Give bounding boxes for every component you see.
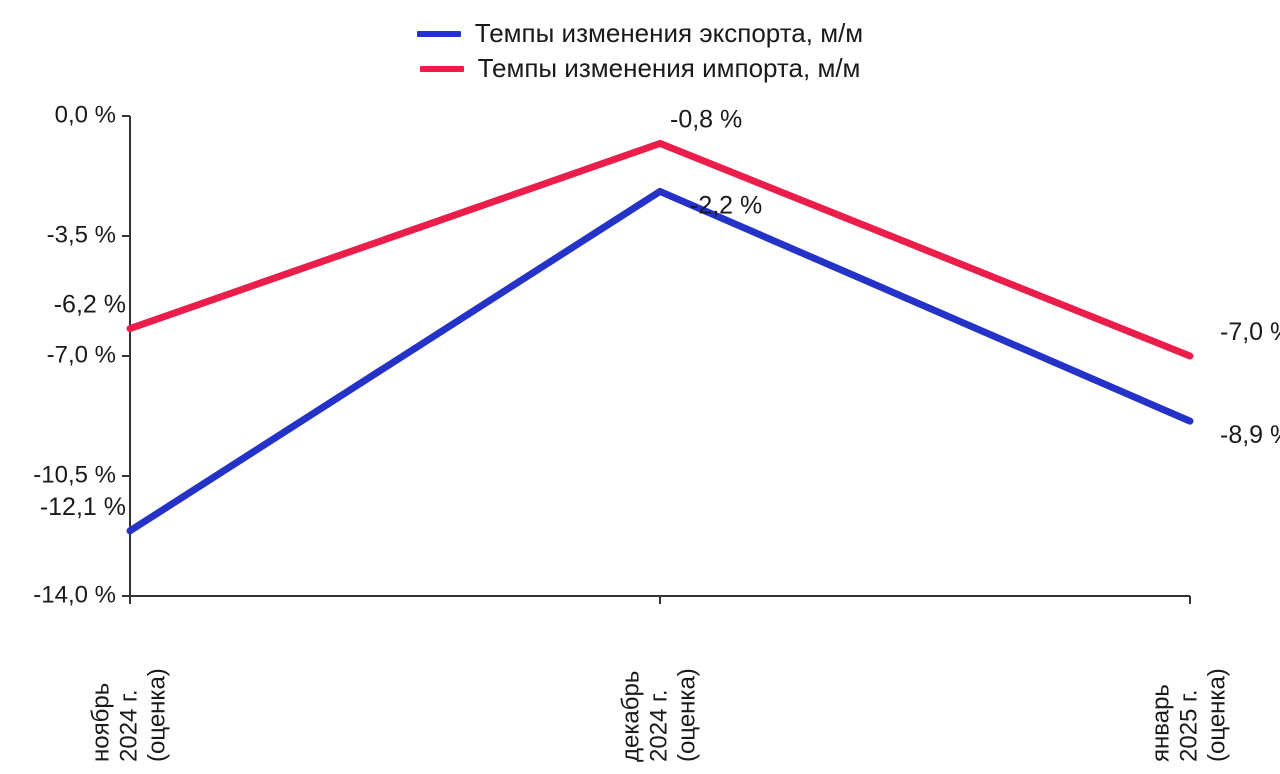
line-chart: 0,0 %-3,5 %-7,0 %-10,5 %-14,0 %ноябрь202… <box>0 0 1280 774</box>
x-tick-label-line: январь <box>1147 684 1174 762</box>
data-label-export: -12,1 % <box>40 493 126 521</box>
data-label-import: -6,2 % <box>54 291 126 319</box>
chart-container: Темпы изменения экспорта, м/м Темпы изме… <box>0 0 1280 774</box>
legend-label-import: Темпы изменения импорта, м/м <box>478 53 861 84</box>
x-tick-label-group: декабрь2024 г.(оценка) <box>617 668 700 762</box>
series-line-import <box>130 143 1190 356</box>
x-tick-label-line: (оценка) <box>1203 668 1230 762</box>
x-tick-label-line: (оценка) <box>143 668 170 762</box>
legend-label-export: Темпы изменения экспорта, м/м <box>475 18 863 49</box>
x-tick-label-line: декабрь <box>617 671 644 762</box>
series-line-export <box>130 191 1190 530</box>
data-label-import: -0,8 % <box>670 105 742 133</box>
x-tick-label-group: ноябрь2024 г.(оценка) <box>87 668 170 762</box>
data-label-import: -7,0 % <box>1220 318 1280 346</box>
y-tick-label: -7,0 % <box>47 341 116 368</box>
y-tick-label: -3,5 % <box>47 221 116 248</box>
y-tick-label: 0,0 % <box>55 101 116 128</box>
x-tick-label-line: 2024 г. <box>645 689 672 762</box>
x-tick-label-line: (оценка) <box>673 668 700 762</box>
legend-swatch-export <box>417 31 461 37</box>
legend: Темпы изменения экспорта, м/м Темпы изме… <box>0 18 1280 84</box>
y-tick-label: -14,0 % <box>33 581 116 608</box>
legend-item-export: Темпы изменения экспорта, м/м <box>417 18 863 49</box>
x-tick-label-line: 2025 г. <box>1175 689 1202 762</box>
y-tick-label: -10,5 % <box>33 461 116 488</box>
legend-swatch-import <box>420 66 464 72</box>
data-label-export: -2,2 % <box>690 191 762 219</box>
x-tick-label-group: январь2025 г.(оценка) <box>1147 668 1230 762</box>
x-tick-label-line: ноябрь <box>87 683 114 762</box>
data-label-export: -8,9 % <box>1220 421 1280 449</box>
legend-item-import: Темпы изменения импорта, м/м <box>420 53 861 84</box>
x-tick-label-line: 2024 г. <box>115 689 142 762</box>
